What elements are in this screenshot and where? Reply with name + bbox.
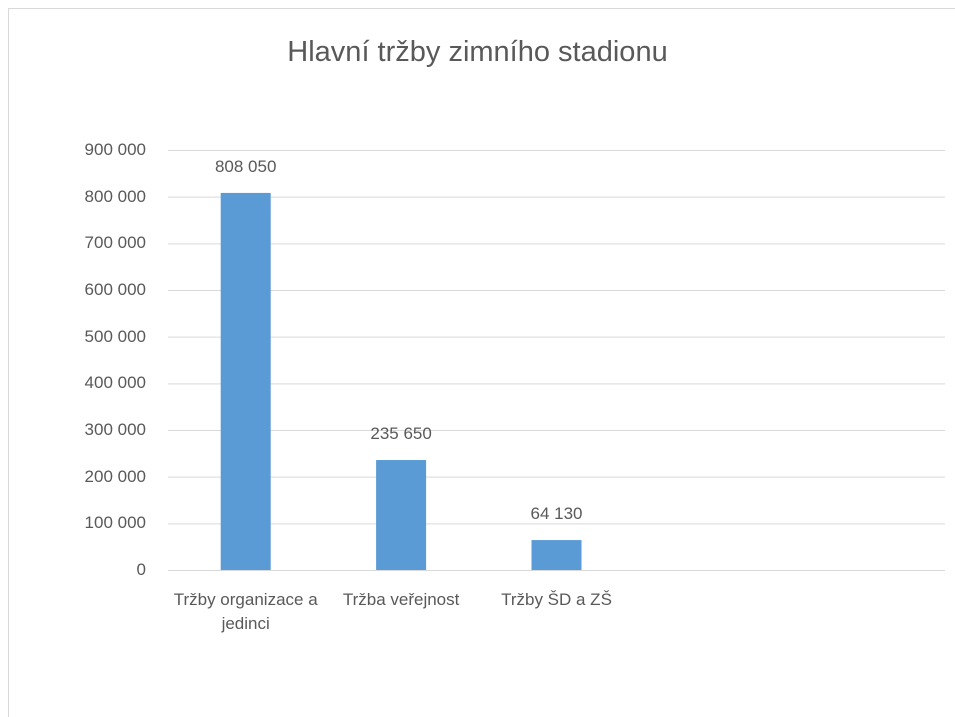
y-tick-label: 800 000: [84, 186, 146, 206]
chart-border: [8, 8, 955, 717]
bar: [531, 540, 582, 570]
x-tick-label: Tržby organizace a jedinci: [173, 590, 318, 633]
y-tick-label: 500 000: [84, 326, 146, 346]
data-label: 64 130: [530, 504, 583, 524]
y-tick-label: 300 000: [84, 420, 146, 439]
chart-title: Hlavní tržby zimního stadionu: [287, 36, 668, 68]
y-tick-label: 100 000: [84, 513, 146, 533]
bar: [376, 460, 427, 570]
data-label: 235 650: [370, 424, 432, 444]
y-tick-label: 700 000: [84, 233, 146, 253]
x-tick-label: Tržby ŠD a ZŠ: [501, 590, 612, 609]
bar: [220, 192, 271, 570]
y-tick-label: 600 000: [84, 280, 146, 299]
y-tick-label: 900 000: [84, 140, 146, 159]
y-tick-label: 0: [136, 560, 146, 579]
data-label: 808 050: [214, 156, 277, 176]
x-tick-label: Tržba veřejnost: [342, 590, 460, 609]
y-tick-label: 400 000: [84, 373, 146, 393]
y-tick-label: 200 000: [84, 466, 146, 486]
